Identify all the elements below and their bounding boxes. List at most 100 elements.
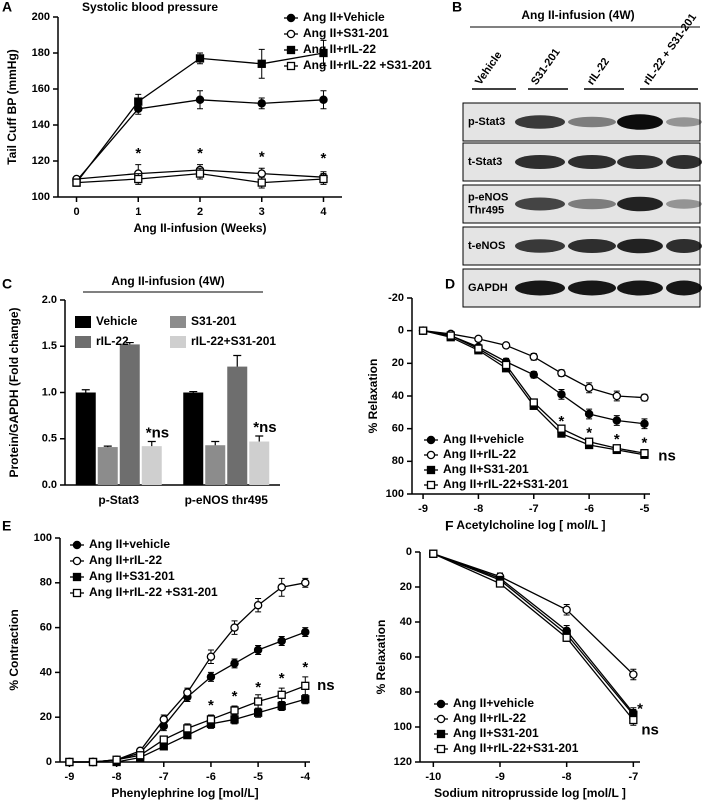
marker — [277, 636, 286, 646]
marker — [159, 735, 168, 744]
marker — [640, 419, 649, 429]
marker — [277, 690, 286, 699]
y-tick-label: 0 — [46, 756, 52, 768]
series-line — [433, 553, 634, 721]
x-tick-label: -5 — [253, 771, 263, 783]
y-tick-label: 100 — [386, 488, 404, 500]
marker — [584, 437, 594, 446]
y-tick-label: 140 — [32, 119, 50, 131]
annotation: * — [197, 145, 203, 162]
blot-strip — [462, 102, 701, 142]
marker — [529, 352, 539, 362]
blot-band — [568, 116, 616, 128]
marker — [495, 579, 505, 588]
legend-label: S31-201 — [191, 314, 237, 328]
marker — [629, 670, 638, 679]
series-line — [422, 330, 645, 399]
bar — [227, 366, 248, 485]
y-tick-label: 60 — [392, 423, 404, 435]
annotation: * — [586, 425, 592, 442]
y-tick-label: 180 — [32, 47, 50, 59]
x-tick-label: -6 — [584, 503, 594, 515]
x-tick-label: 2 — [197, 206, 203, 218]
blot-band — [568, 280, 616, 296]
marker — [253, 697, 263, 706]
y-tick-label: -20 — [388, 292, 404, 304]
marker — [529, 370, 539, 380]
y-tick-label: 200 — [32, 11, 50, 23]
legend-label: Ang II+rIL-22 — [303, 42, 376, 56]
marker — [584, 409, 594, 419]
marker — [195, 54, 205, 63]
legend-label: Ang II+rIL-22 — [89, 553, 162, 567]
series-line — [76, 52, 324, 183]
legend-marker — [426, 435, 436, 445]
y-axis-label: Protein/GAPDH (Fold change) — [7, 307, 21, 477]
blot-band — [617, 238, 663, 254]
marker — [257, 178, 266, 187]
x-axis-label: Phenylephrine log [mol/L] — [111, 786, 258, 800]
y-tick-label: 60 — [40, 622, 52, 634]
x-tick-label: -7 — [159, 771, 169, 783]
marker — [319, 174, 328, 184]
blot-band — [515, 115, 565, 129]
legend-swatch — [75, 336, 91, 348]
legend-marker — [286, 45, 296, 55]
series-line — [433, 553, 634, 675]
x-tick-label: -7 — [529, 503, 539, 515]
legend-marker — [286, 29, 296, 39]
panel-letter: D — [445, 276, 455, 292]
annotation: * — [255, 679, 261, 696]
legend-marker — [72, 556, 82, 566]
x-tick-label: p-eNOS thr495 — [185, 493, 269, 507]
blot-band — [666, 280, 702, 296]
marker — [206, 672, 216, 682]
y-tick-label: 120 — [32, 155, 50, 167]
legend-label: Ang II+Vehicle — [303, 10, 385, 24]
row-label: GAPDH — [468, 282, 508, 294]
legend-label: Ang II+rIL-22+S31-201 — [443, 477, 569, 491]
legend-marker — [286, 13, 296, 23]
x-tick-label: -8 — [112, 771, 122, 783]
blot-band — [617, 155, 663, 169]
annotation: ns — [317, 677, 335, 694]
legend-label: rIL-22+S31-201 — [191, 334, 276, 348]
y-tick-label: 100 — [394, 721, 412, 733]
error-bar — [147, 440, 156, 447]
marker — [230, 706, 239, 715]
marker — [319, 95, 328, 105]
legend-label: Ang II+S31-201 — [303, 26, 389, 40]
y-tick-label: 40 — [40, 666, 52, 678]
marker — [640, 393, 649, 402]
x-tick-label: -9 — [65, 771, 75, 783]
y-tick-label: 1.5 — [42, 340, 57, 352]
marker — [183, 688, 192, 697]
marker — [195, 169, 205, 178]
marker — [501, 341, 511, 350]
annotation: * — [135, 145, 141, 162]
annotation: * — [259, 148, 265, 165]
error-bar — [255, 435, 264, 442]
lane-label: Vehicle — [473, 49, 505, 87]
annotation: * — [642, 434, 648, 451]
marker — [195, 95, 205, 105]
x-tick-label: -10 — [425, 771, 441, 783]
marker — [183, 724, 192, 733]
annotation: * — [208, 697, 214, 714]
legend-label: Ang II+rIL-22 +S31-201 — [303, 58, 432, 72]
x-tick-label: -8 — [562, 771, 572, 783]
y-tick-label: 2.0 — [42, 294, 57, 306]
blot-band — [515, 280, 565, 296]
marker — [230, 659, 239, 668]
marker — [501, 360, 511, 370]
y-tick-label: 20 — [400, 581, 412, 593]
row-label: t-eNOS — [468, 240, 505, 252]
marker — [418, 326, 428, 335]
blot-band — [515, 239, 565, 253]
series-line — [433, 553, 634, 714]
chart-title: Ang II-infusion (4W) — [111, 274, 224, 288]
row-label: t-Stat3 — [468, 156, 502, 168]
y-tick-label: 40 — [400, 616, 412, 628]
marker — [319, 48, 328, 58]
